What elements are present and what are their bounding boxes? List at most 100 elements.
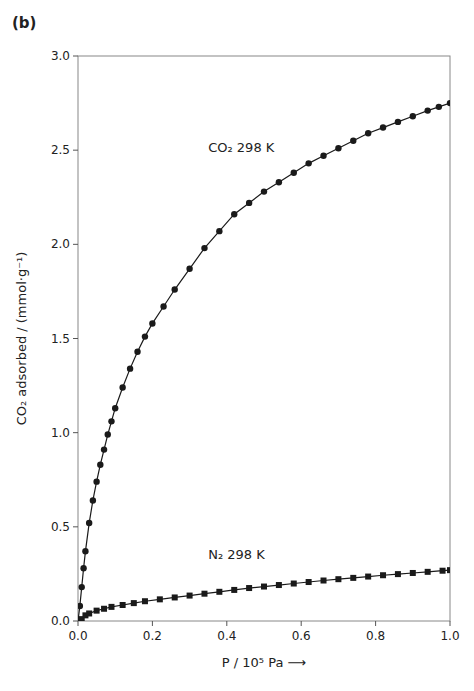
point — [142, 333, 148, 339]
x-tick — [450, 621, 451, 626]
point — [350, 138, 356, 144]
y-tick — [73, 432, 78, 433]
point — [172, 594, 178, 600]
point — [380, 572, 386, 578]
point — [410, 570, 416, 576]
point — [86, 520, 92, 526]
series-line — [78, 103, 450, 621]
y-tick — [73, 526, 78, 527]
point — [410, 113, 416, 119]
point — [350, 575, 356, 581]
y-tick-label: 0.5 — [51, 520, 70, 534]
point — [261, 584, 267, 590]
point — [134, 348, 140, 354]
series-line — [78, 570, 450, 621]
x-tick-label: 0.2 — [143, 629, 162, 643]
y-tick-label: 2.5 — [51, 143, 70, 157]
point — [93, 478, 99, 484]
x-tick — [78, 621, 79, 626]
point — [216, 228, 222, 234]
title: (b) — [12, 14, 36, 32]
y-tick-label: 1.0 — [51, 426, 70, 440]
point — [306, 579, 312, 585]
point — [425, 569, 431, 575]
point — [82, 548, 88, 554]
point — [101, 446, 107, 452]
plot-area — [78, 100, 450, 621]
point — [276, 179, 282, 185]
point — [447, 100, 450, 106]
point — [101, 606, 107, 612]
point — [305, 160, 311, 166]
point — [94, 608, 100, 614]
point — [440, 568, 446, 574]
series-label: N₂ 298 K — [208, 547, 265, 562]
y-tick-label: 1.5 — [51, 332, 70, 346]
y-axis-label: CO₂ adsorbed / (mmol·g⁻¹) — [14, 252, 29, 426]
point — [246, 200, 252, 206]
point — [231, 211, 237, 217]
y-tick — [73, 621, 78, 622]
x-axis-label: P / 10⁵ Pa ⟶ — [222, 655, 306, 670]
point — [261, 188, 267, 194]
chart: (b)0.00.20.40.60.81.00.00.51.01.52.02.53… — [0, 0, 474, 691]
point — [436, 104, 442, 110]
point — [216, 589, 222, 595]
point — [231, 587, 237, 593]
x-tick-label: 0.6 — [292, 629, 311, 643]
x-tick-label: 1.0 — [440, 629, 459, 643]
point — [365, 574, 371, 580]
point — [291, 170, 297, 176]
point — [78, 603, 83, 609]
point — [90, 497, 96, 503]
point — [335, 576, 341, 582]
y-tick — [73, 244, 78, 245]
y-tick — [73, 56, 78, 57]
point — [120, 602, 126, 608]
point — [108, 418, 114, 424]
point — [320, 153, 326, 159]
point — [365, 130, 371, 136]
point — [79, 584, 85, 590]
point — [395, 119, 401, 125]
point — [142, 598, 148, 604]
y-tick-label: 2.0 — [51, 237, 70, 251]
point — [291, 581, 297, 587]
point — [447, 567, 450, 573]
point — [127, 365, 133, 371]
y-tick — [73, 150, 78, 151]
point — [131, 600, 137, 606]
point — [97, 461, 103, 467]
point — [112, 405, 118, 411]
y-tick — [73, 338, 78, 339]
point — [119, 384, 125, 390]
y-tick-label: 3.0 — [51, 49, 70, 63]
x-tick — [152, 621, 153, 626]
point — [172, 286, 178, 292]
point — [335, 145, 341, 151]
x-tick — [375, 621, 376, 626]
series-label: CO₂ 298 K — [208, 140, 275, 155]
point — [108, 604, 114, 610]
point — [276, 582, 282, 588]
y-tick-label: 0.0 — [51, 614, 70, 628]
point — [86, 610, 92, 616]
point — [201, 591, 207, 597]
point — [187, 593, 193, 599]
point — [395, 571, 401, 577]
point — [160, 303, 166, 309]
point — [105, 431, 111, 437]
point — [380, 124, 386, 130]
x-tick — [301, 621, 302, 626]
x-tick — [226, 621, 227, 626]
x-tick-label: 0.4 — [217, 629, 236, 643]
point — [201, 245, 207, 251]
x-tick-label: 0.8 — [366, 629, 385, 643]
point — [80, 565, 86, 571]
plot-frame — [78, 56, 450, 621]
point — [149, 320, 155, 326]
point — [186, 266, 192, 272]
point — [246, 585, 252, 591]
point — [321, 578, 327, 584]
point — [424, 107, 430, 113]
